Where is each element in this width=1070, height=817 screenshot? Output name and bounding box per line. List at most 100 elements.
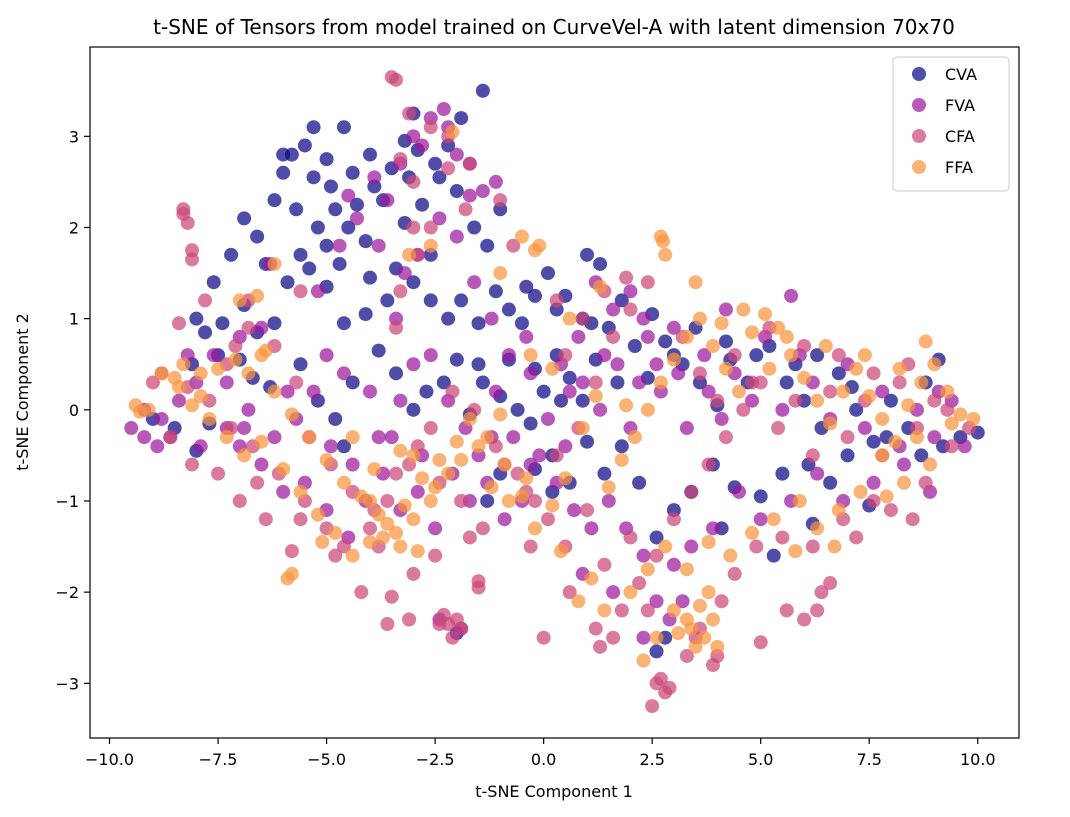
point-ffa (267, 384, 282, 399)
point-cva (276, 147, 291, 162)
point-ffa (593, 279, 608, 294)
point-cva (341, 220, 356, 235)
point-cfa (840, 430, 855, 445)
point-cfa (866, 366, 881, 381)
y-tick-label: 1 (69, 310, 79, 329)
point-fva (428, 521, 443, 536)
point-cva (441, 311, 456, 326)
point-ffa (471, 439, 486, 454)
point-cva (614, 439, 629, 454)
point-fva (432, 211, 447, 226)
point-cva (519, 279, 534, 294)
point-cfa (232, 493, 247, 508)
point-cfa (814, 585, 829, 600)
point-ffa (688, 275, 703, 290)
point-cfa (679, 648, 694, 663)
point-ffa (766, 512, 781, 527)
point-cfa (441, 161, 456, 176)
point-ffa (493, 266, 508, 281)
point-fva (636, 311, 651, 326)
point-cfa (163, 430, 178, 445)
point-fva (562, 384, 577, 399)
point-fva (267, 430, 282, 445)
point-cfa (892, 375, 907, 390)
x-tick-label: 2.5 (639, 750, 664, 769)
point-cfa (623, 530, 638, 545)
point-ffa (818, 339, 833, 354)
y-tick-label: 0 (69, 401, 79, 420)
point-ffa (601, 480, 616, 495)
point-cfa (428, 548, 443, 563)
point-cva (345, 375, 360, 390)
x-tick-label: 7.5 (857, 750, 882, 769)
point-fva (436, 101, 451, 116)
point-ffa (710, 639, 725, 654)
point-cva (593, 256, 608, 271)
point-ffa (636, 653, 651, 668)
point-ffa (454, 452, 469, 467)
point-ffa (310, 507, 325, 522)
point-fva (606, 585, 621, 600)
point-fva (241, 402, 256, 417)
point-cfa (558, 348, 573, 363)
point-ffa (679, 562, 694, 577)
point-fva (636, 548, 651, 563)
point-ffa (575, 421, 590, 436)
point-ffa (875, 411, 890, 426)
point-ffa (237, 448, 252, 463)
point-fva (732, 484, 746, 499)
point-ffa (714, 316, 729, 331)
point-cfa (284, 544, 299, 559)
point-ffa (393, 443, 408, 458)
point-cva (189, 311, 204, 326)
point-cva (267, 316, 282, 331)
point-ffa (888, 434, 903, 449)
point-cfa (380, 617, 395, 632)
point-fva (575, 375, 590, 390)
point-cva (475, 375, 490, 390)
point-cfa (363, 521, 377, 536)
point-cva (580, 247, 595, 262)
x-tick-label: 0.0 (531, 750, 556, 769)
point-fva (601, 493, 616, 508)
point-ffa (389, 525, 404, 540)
point-fva (380, 193, 395, 208)
point-cfa (523, 539, 538, 554)
point-ffa (202, 411, 217, 426)
point-cfa (454, 621, 469, 636)
point-ffa (519, 471, 534, 486)
point-ffa (367, 462, 382, 477)
point-cfa (805, 539, 820, 554)
point-cfa (640, 275, 655, 290)
point-cfa (540, 512, 555, 527)
point-fva (367, 170, 382, 185)
point-cfa (393, 152, 408, 167)
point-fva (745, 393, 760, 408)
point-cfa (462, 530, 477, 545)
point-ffa (918, 334, 933, 349)
point-cfa (810, 603, 825, 618)
point-cva (250, 229, 265, 244)
point-ffa (302, 430, 317, 445)
y-axis-label: t-SNE Component 2 (13, 313, 32, 471)
point-fva (410, 484, 425, 499)
point-fva (124, 421, 139, 436)
point-fva (323, 439, 338, 454)
point-ffa (688, 639, 703, 654)
point-fva (193, 439, 208, 454)
point-ffa (697, 630, 712, 645)
point-cva (310, 220, 325, 235)
point-fva (701, 384, 716, 399)
point-ffa (380, 516, 395, 531)
point-cfa (336, 539, 351, 554)
point-cfa (736, 402, 751, 417)
point-cfa (927, 393, 942, 408)
point-fva (649, 594, 664, 609)
point-cfa (328, 548, 343, 563)
legend-marker-fva (912, 98, 926, 112)
point-fva (345, 457, 360, 472)
point-cva (215, 316, 230, 331)
point-cfa (384, 589, 399, 604)
point-ffa (428, 480, 443, 495)
point-cfa (393, 284, 408, 299)
